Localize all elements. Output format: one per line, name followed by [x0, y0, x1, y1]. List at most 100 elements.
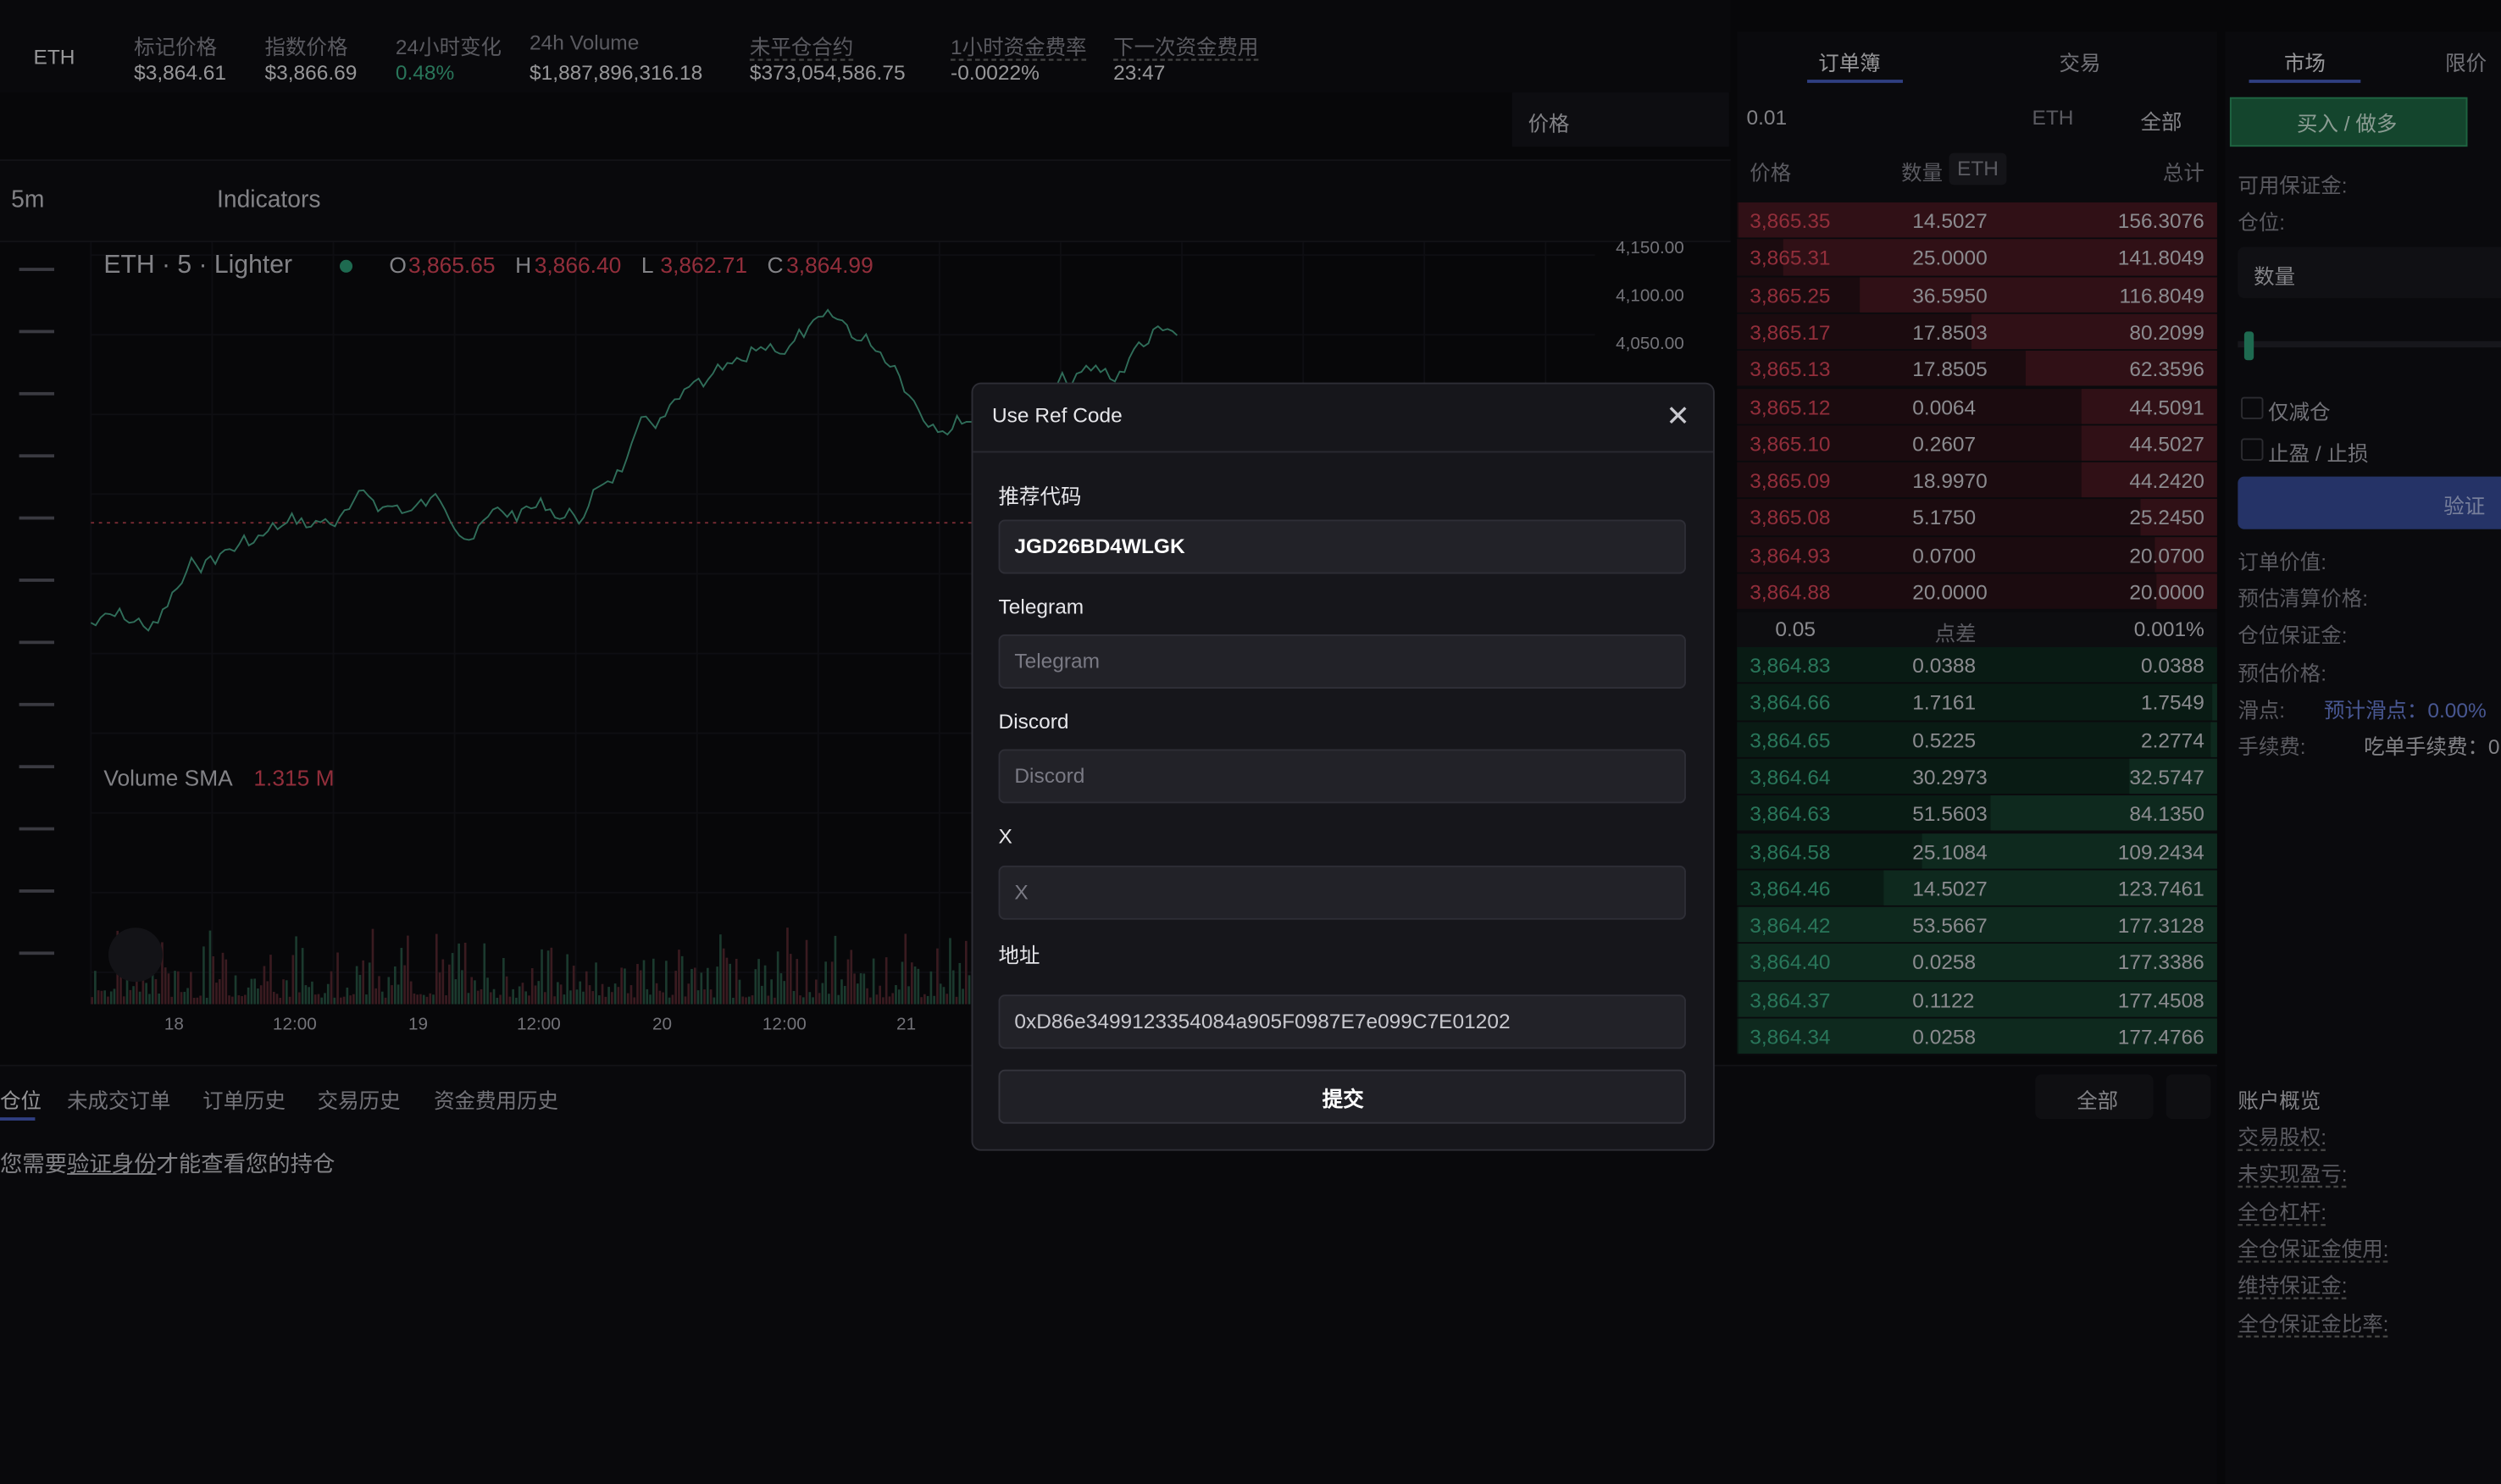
- row-size[interactable]: 17.8503: [1912, 320, 1988, 345]
- orderbook-tab[interactable]: 交易: [2059, 51, 2101, 75]
- row-price[interactable]: 3,864.93: [1750, 543, 1831, 568]
- positions-filter-label[interactable]: 全部: [2077, 1088, 2119, 1113]
- row-size[interactable]: 25.1084: [1912, 839, 1988, 863]
- row-size[interactable]: 5.1750: [1912, 506, 1977, 530]
- row-size[interactable]: 0.0064: [1912, 394, 1977, 418]
- row-price[interactable]: 3,864.66: [1750, 690, 1831, 715]
- positions-tab[interactable]: 订单历史: [202, 1088, 286, 1113]
- row-total[interactable]: 116.8049: [2119, 283, 2204, 307]
- row-total[interactable]: 80.2099: [2129, 320, 2204, 345]
- tp-sl[interactable]: 止盈 / 止损: [2268, 441, 2369, 466]
- field-input[interactable]: [998, 634, 1686, 689]
- size-input[interactable]: [2238, 246, 2501, 298]
- row-total[interactable]: 20.0000: [2129, 579, 2204, 605]
- row-size[interactable]: 18.9970: [1912, 468, 1988, 493]
- row-price[interactable]: 3,865.10: [1750, 431, 1831, 456]
- row-price[interactable]: 3,865.13: [1750, 357, 1831, 382]
- row-total[interactable]: 44.5027: [2129, 431, 2204, 456]
- row-size[interactable]: 53.5667: [1912, 913, 1988, 938]
- row-price[interactable]: 3,865.09: [1750, 468, 1831, 493]
- row-price[interactable]: 3,864.42: [1750, 913, 1831, 938]
- row-total[interactable]: 141.8049: [2117, 246, 2204, 270]
- row-size[interactable]: 0.1122: [1912, 988, 1975, 1012]
- orderbook-tab[interactable]: 订单簿: [1818, 51, 1881, 75]
- row-size[interactable]: 14.5027: [1912, 876, 1988, 900]
- row-price[interactable]: 3,864.37: [1750, 988, 1831, 1012]
- row-price[interactable]: 3,864.63: [1750, 801, 1831, 827]
- buy-tab[interactable]: [2229, 97, 2468, 147]
- row-price[interactable]: 3,865.17: [1750, 320, 1831, 345]
- positions-filter[interactable]: [2035, 1074, 2154, 1120]
- row-total[interactable]: 1.7549: [2140, 690, 2204, 715]
- row-price[interactable]: 3,865.31: [1750, 246, 1831, 270]
- row-price[interactable]: 3,865.08: [1750, 506, 1831, 530]
- row-total[interactable]: 32.5747: [2129, 765, 2204, 789]
- row-total[interactable]: 62.3596: [2129, 357, 2204, 382]
- row-price[interactable]: 3,865.25: [1750, 283, 1831, 307]
- row-size[interactable]: 0.0388: [1912, 653, 1977, 678]
- row-size[interactable]: 20.0000: [1912, 579, 1988, 605]
- row-size[interactable]: 17.8505: [1912, 357, 1988, 382]
- row-price[interactable]: 3,865.12: [1750, 394, 1831, 418]
- row-size[interactable]: 0.5225: [1912, 728, 1977, 752]
- row-total[interactable]: 44.5091: [2129, 394, 2204, 418]
- message-link[interactable]: 验证身份: [67, 1150, 157, 1177]
- asset-select[interactable]: ETH: [2032, 105, 2074, 130]
- field-input[interactable]: [998, 994, 1686, 1049]
- row-total[interactable]: 156.3076: [2117, 208, 2204, 233]
- row-price[interactable]: 3,864.64: [1750, 765, 1831, 789]
- field-input[interactable]: [998, 865, 1686, 920]
- row-total[interactable]: 25.2450: [2129, 506, 2204, 530]
- modal-close[interactable]: ✕: [1666, 400, 1690, 432]
- row-total[interactable]: 177.3128: [2117, 913, 2204, 938]
- interval[interactable]: 5m: [11, 186, 45, 214]
- row-total[interactable]: 177.4766: [2117, 1024, 2204, 1049]
- row-total[interactable]: 20.0700: [2129, 543, 2204, 568]
- row-total[interactable]: 44.2420: [2129, 468, 2204, 493]
- buy-label[interactable]: 买入 / 做多: [2297, 111, 2398, 136]
- trade-tab[interactable]: 市场: [2283, 51, 2326, 75]
- row-price[interactable]: 3,864.83: [1750, 653, 1831, 678]
- row-price[interactable]: 3,864.58: [1750, 839, 1831, 863]
- trade-tab[interactable]: 限价: [2445, 51, 2487, 75]
- tp-sl-box[interactable]: [2241, 438, 2264, 461]
- row-price[interactable]: 3,864.40: [1750, 950, 1831, 975]
- tick-size[interactable]: 0.01: [1746, 105, 1788, 130]
- field-input[interactable]: [998, 519, 1686, 574]
- row-size[interactable]: 36.5950: [1912, 283, 1988, 307]
- row-size[interactable]: 1.7161: [1912, 690, 1977, 715]
- row-total[interactable]: 109.2434: [2117, 839, 2204, 863]
- row-size[interactable]: 0.2607: [1912, 431, 1977, 456]
- row-size[interactable]: 25.0000: [1912, 246, 1988, 270]
- positions-tab[interactable]: 交易历史: [317, 1088, 401, 1113]
- row-size[interactable]: 14.5027: [1912, 208, 1988, 233]
- indicators[interactable]: Indicators: [217, 186, 321, 214]
- row-total[interactable]: 177.4508: [2117, 988, 2204, 1012]
- row-total[interactable]: 177.3386: [2117, 950, 2204, 975]
- row-size[interactable]: 51.5603: [1912, 801, 1988, 827]
- verify-button[interactable]: [2238, 476, 2501, 529]
- row-price[interactable]: 3,864.46: [1750, 876, 1831, 900]
- reduce-only-box[interactable]: [2241, 396, 2264, 419]
- positions-tab[interactable]: 资金费用历史: [434, 1088, 558, 1113]
- row-total[interactable]: 84.1350: [2129, 801, 2204, 827]
- row-total[interactable]: 2.2774: [2140, 728, 2204, 752]
- row-size[interactable]: 0.0700: [1912, 543, 1977, 568]
- row-total[interactable]: 0.0388: [2140, 653, 2204, 678]
- row-price[interactable]: 3,864.34: [1750, 1024, 1831, 1049]
- row-size[interactable]: 30.2973: [1912, 765, 1988, 789]
- reduce-only[interactable]: 仅减仓: [2268, 400, 2331, 424]
- row-total[interactable]: 123.7461: [2117, 876, 2204, 900]
- verify-label[interactable]: 验证: [2443, 494, 2486, 518]
- row-size[interactable]: 0.0258: [1912, 1024, 1977, 1049]
- row-price[interactable]: 3,864.65: [1750, 728, 1831, 752]
- submit-label[interactable]: 提交: [1322, 1087, 1364, 1111]
- price-select-label[interactable]: 价格: [1528, 111, 1570, 136]
- positions-tab[interactable]: 仓位: [0, 1088, 42, 1113]
- row-size[interactable]: 0.0258: [1912, 950, 1977, 975]
- row-price[interactable]: 3,865.35: [1750, 208, 1831, 233]
- row-price[interactable]: 3,864.88: [1750, 579, 1831, 605]
- field-input[interactable]: [998, 749, 1686, 804]
- submit-button[interactable]: [998, 1069, 1686, 1124]
- book-filter[interactable]: 全部: [2140, 109, 2182, 135]
